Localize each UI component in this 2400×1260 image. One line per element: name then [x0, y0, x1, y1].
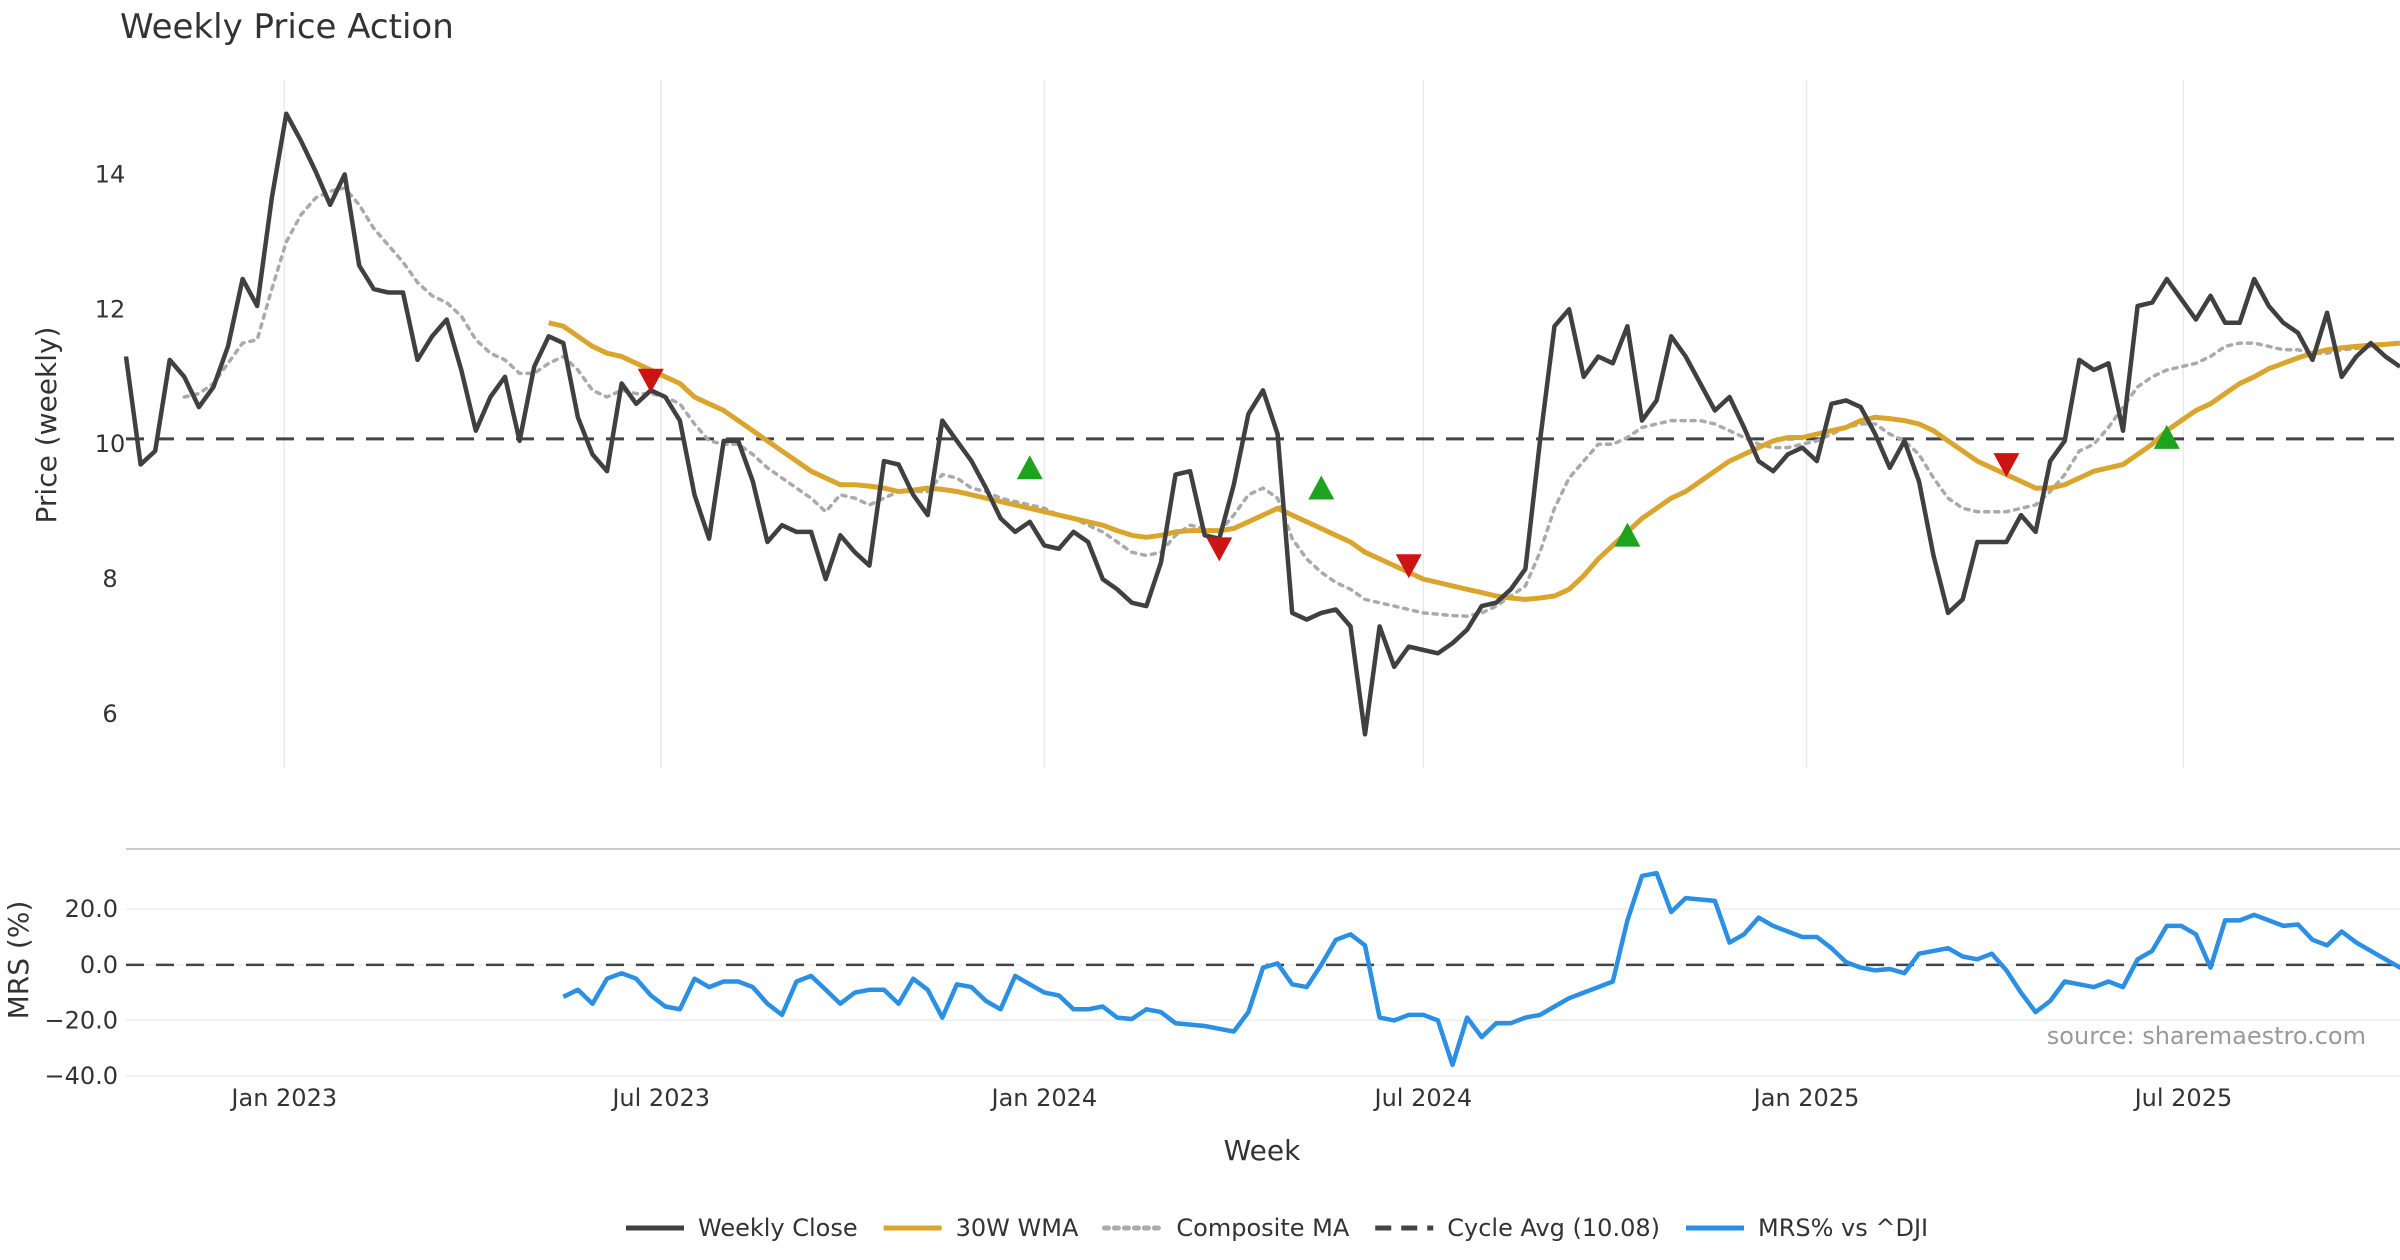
x-tick-label: Jan 2023	[229, 1084, 337, 1112]
mrs-y-tick-label: −40.0	[44, 1062, 118, 1090]
price-y-tick-label: 12	[95, 295, 126, 323]
mrs-axis-label: MRS (%)	[2, 901, 35, 1020]
wma-30w-line	[548, 320, 2400, 602]
legend-label-weekly-close: Weekly Close	[698, 1214, 858, 1242]
price-y-tick-label: 14	[95, 160, 126, 188]
price-y-tick-label: 6	[102, 700, 117, 728]
composite-ma-line	[182, 185, 2373, 618]
x-tick-label: Jan 2024	[989, 1084, 1097, 1112]
mrs-y-tick-label: 0.0	[80, 951, 118, 979]
legend-label-composite-ma: Composite MA	[1176, 1214, 1349, 1242]
buy-signal-marker	[1614, 522, 1641, 547]
legend-label-cycle-avg: Cycle Avg (10.08)	[1447, 1214, 1660, 1242]
legend-label-mrs: MRS% vs ^DJI	[1758, 1214, 1928, 1242]
price-y-tick-label: 10	[95, 430, 126, 458]
x-tick-label: Jan 2025	[1752, 1084, 1860, 1112]
sell-signal-marker	[1993, 453, 2020, 478]
x-tick-label: Jul 2025	[2133, 1084, 2233, 1112]
x-tick-label: Jul 2024	[1373, 1084, 1473, 1112]
buy-signal-marker	[1016, 455, 1043, 480]
plot-layer: Jan 2023 Jul 2023 Jan 2024 Jul 2024 Jan 2025…	[44, 80, 2400, 1112]
buy-signal-marker	[2153, 424, 2180, 449]
chart-legend: Weekly Close 30W WMA Composite MA Cycle Avg…	[626, 1214, 1928, 1242]
source-note: source: sharemaestro.com	[2047, 1022, 2366, 1050]
price-axis-label: Price (weekly)	[30, 327, 63, 524]
mrs-line	[562, 870, 2400, 1068]
sell-signal-marker	[637, 368, 664, 393]
mrs-y-tick-label: 20.0	[65, 895, 118, 923]
weekly-close-line	[123, 111, 2400, 737]
sell-signal-marker	[1206, 537, 1233, 562]
legend-label-wma-30w: 30W WMA	[956, 1214, 1079, 1242]
price-y-tick-label: 8	[102, 565, 117, 593]
buy-signal-marker	[1308, 475, 1335, 500]
mrs-y-tick-label: −20.0	[44, 1006, 118, 1034]
x-tick-label: Jul 2023	[610, 1084, 710, 1112]
x-axis-label: Week	[1224, 1134, 1301, 1167]
sell-signal-marker	[1395, 554, 1422, 579]
chart-title: Weekly Price Action	[120, 7, 454, 47]
